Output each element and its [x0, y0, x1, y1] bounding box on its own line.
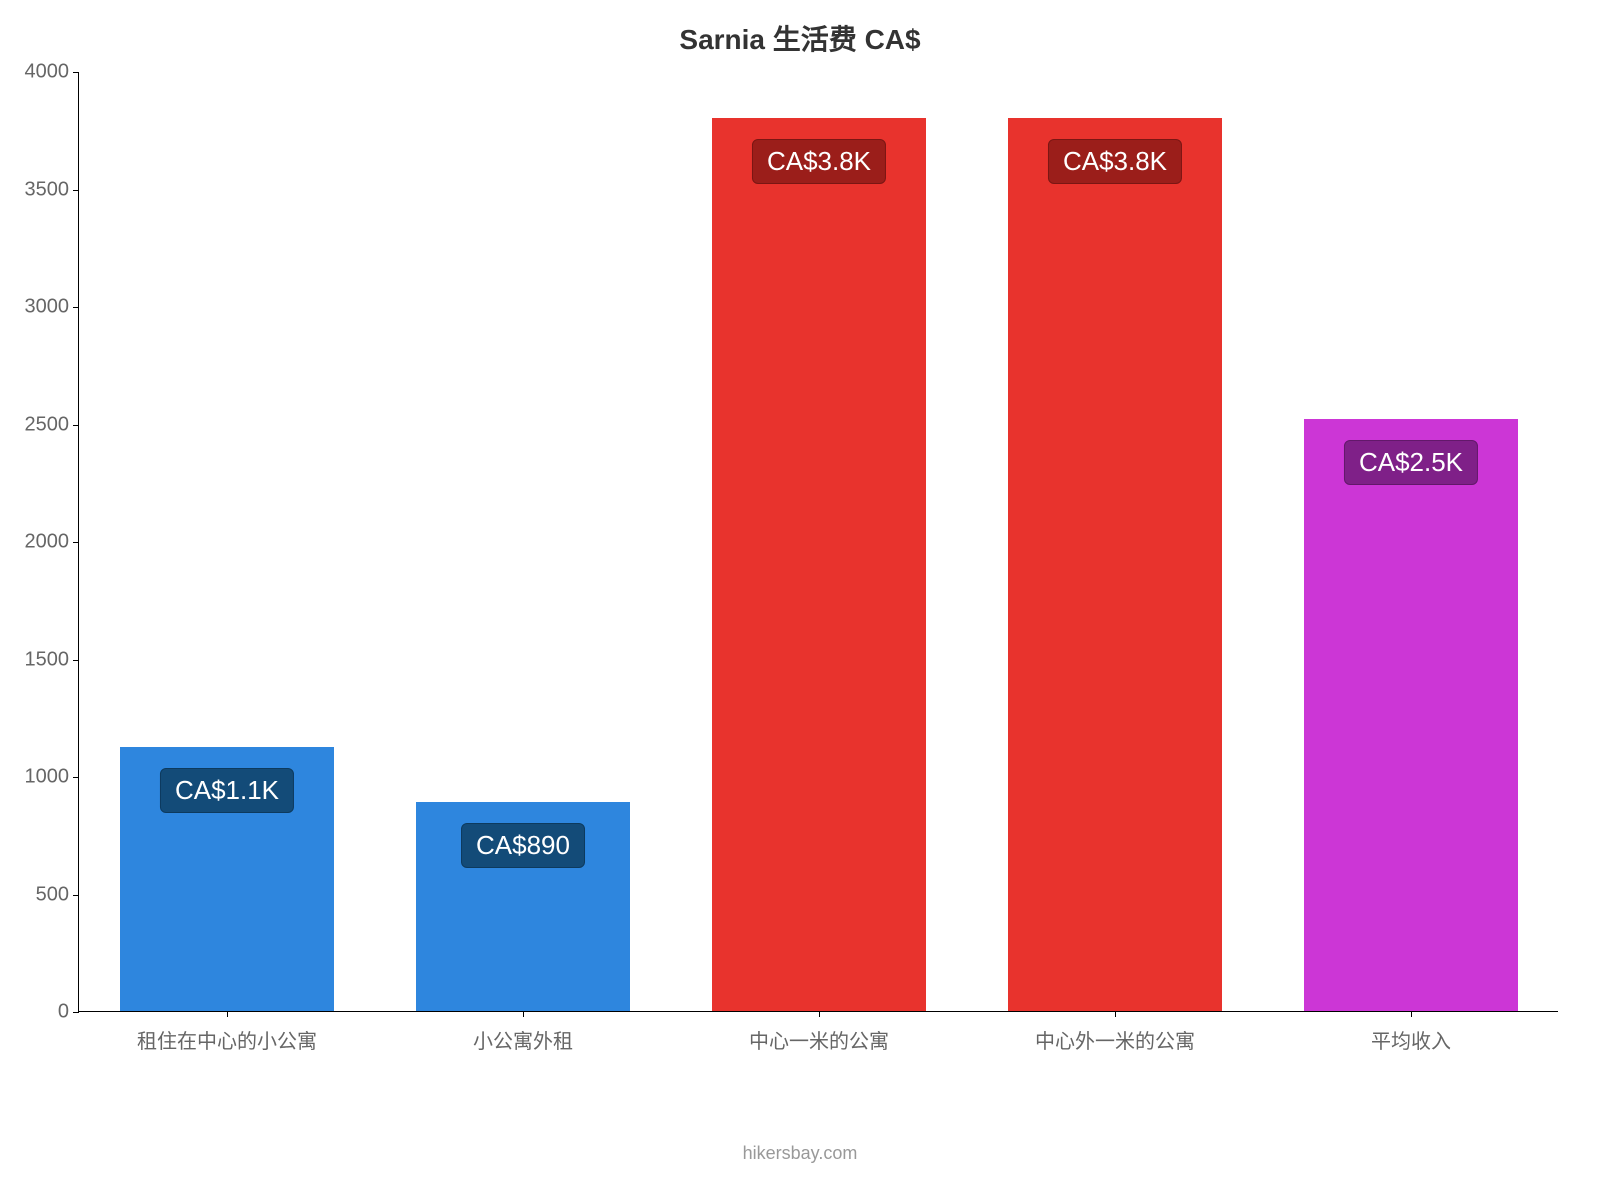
x-tick-mark	[819, 1011, 820, 1017]
chart-title: Sarnia 生活费 CA$	[0, 18, 1600, 58]
bar-value-label: CA$3.8K	[1048, 139, 1182, 184]
y-tick-label: 3500	[25, 178, 80, 201]
x-tick-label: 小公寓外租	[473, 1011, 573, 1054]
x-tick-label: 租住在中心的小公寓	[137, 1011, 317, 1054]
bar-value-label: CA$1.1K	[160, 768, 294, 813]
x-tick-mark	[1411, 1011, 1412, 1017]
y-tick-mark	[73, 190, 79, 191]
bar	[1008, 118, 1221, 1011]
y-tick-label: 2000	[25, 531, 80, 554]
y-tick-mark	[73, 1012, 79, 1013]
y-tick-label: 4000	[25, 61, 80, 84]
x-tick-label: 中心一米的公寓	[749, 1011, 889, 1054]
y-tick-label: 2500	[25, 413, 80, 436]
y-tick-mark	[73, 660, 79, 661]
x-tick-mark	[1115, 1011, 1116, 1017]
y-tick-label: 1500	[25, 648, 80, 671]
y-tick-mark	[73, 72, 79, 73]
y-tick-mark	[73, 895, 79, 896]
y-tick-label: 1000	[25, 766, 80, 789]
x-tick-label: 平均收入	[1371, 1011, 1451, 1054]
bar	[712, 118, 925, 1011]
attribution-text: hikersbay.com	[0, 1143, 1600, 1164]
y-tick-mark	[73, 542, 79, 543]
y-tick-mark	[73, 777, 79, 778]
y-tick-mark	[73, 307, 79, 308]
x-tick-mark	[523, 1011, 524, 1017]
x-tick-label: 中心外一米的公寓	[1035, 1011, 1195, 1054]
y-tick-label: 3000	[25, 296, 80, 319]
y-tick-mark	[73, 425, 79, 426]
bar	[1304, 419, 1517, 1011]
x-tick-mark	[227, 1011, 228, 1017]
plot-area: 05001000150020002500300035004000CA$1.1K租…	[78, 72, 1558, 1012]
bar-value-label: CA$3.8K	[752, 139, 886, 184]
bar-value-label: CA$2.5K	[1344, 440, 1478, 485]
bar-chart: Sarnia 生活费 CA$ 0500100015002000250030003…	[0, 0, 1600, 1200]
bar-value-label: CA$890	[461, 823, 585, 868]
